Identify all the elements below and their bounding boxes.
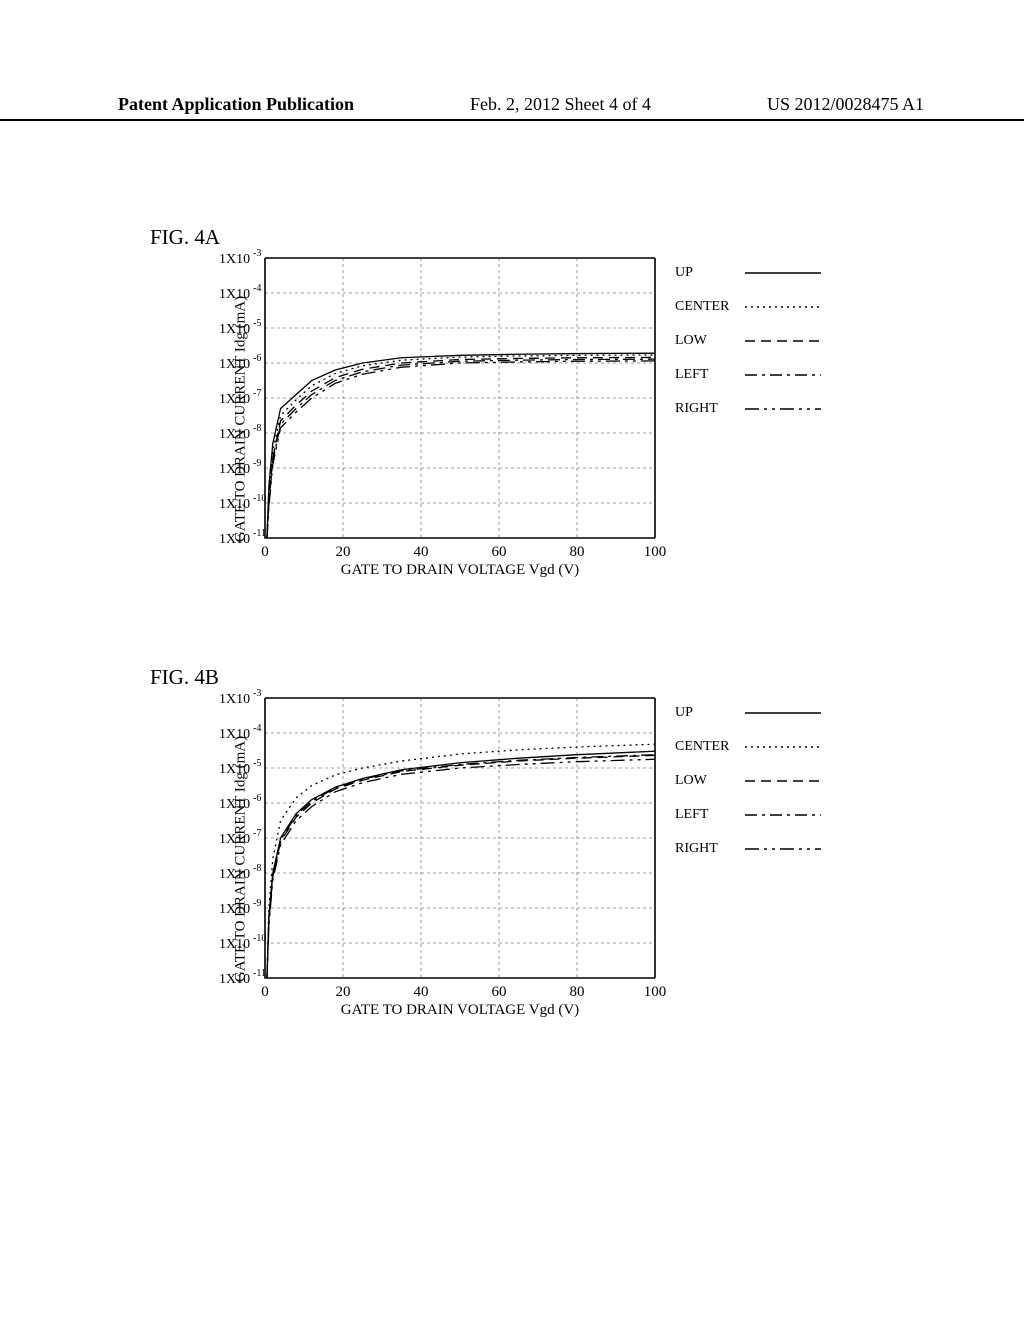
figure-4b-chart: GATE TO DRAIN CURRENT Idg (mA) 020406080… — [265, 698, 660, 1019]
svg-text:-5: -5 — [253, 758, 261, 769]
svg-text:-11: -11 — [253, 528, 266, 539]
svg-text:0: 0 — [261, 544, 269, 560]
legend-row: CENTER — [675, 738, 821, 756]
figure-4a-ylabel: GATE TO DRAIN CURRENT Idg (mA) — [233, 295, 250, 541]
legend-swatch — [745, 812, 821, 818]
legend-label: LEFT — [675, 367, 745, 383]
legend-row: RIGHT — [675, 400, 821, 418]
legend-label: RIGHT — [675, 401, 745, 417]
svg-text:80: 80 — [570, 544, 585, 560]
svg-text:1X10: 1X10 — [219, 252, 250, 267]
legend-swatch — [745, 846, 821, 852]
legend-row: RIGHT — [675, 840, 821, 858]
svg-text:-4: -4 — [253, 283, 261, 294]
svg-text:20: 20 — [336, 544, 351, 560]
legend-swatch — [745, 270, 821, 276]
svg-text:-6: -6 — [253, 353, 261, 364]
legend-label: LOW — [675, 773, 745, 789]
figure-4a-label: FIG. 4A — [150, 225, 660, 250]
legend-label: RIGHT — [675, 841, 745, 857]
page-header: Patent Application Publication Feb. 2, 2… — [0, 94, 1024, 121]
legend-label: UP — [675, 705, 745, 721]
svg-text:-8: -8 — [253, 863, 261, 874]
legend-swatch — [745, 744, 821, 750]
svg-text:60: 60 — [492, 544, 507, 560]
svg-text:0: 0 — [261, 984, 269, 1000]
svg-text:-7: -7 — [253, 828, 261, 839]
figure-4a-chart: GATE TO DRAIN CURRENT Idg (mA) 020406080… — [265, 258, 660, 579]
svg-text:100: 100 — [644, 544, 667, 560]
svg-text:-7: -7 — [253, 388, 261, 399]
legend-swatch — [745, 372, 821, 378]
figure-4b-xlabel: GATE TO DRAIN VOLTAGE Vgd (V) — [265, 1002, 655, 1019]
svg-text:100: 100 — [644, 984, 667, 1000]
legend-label: LOW — [675, 333, 745, 349]
svg-text:-3: -3 — [253, 248, 261, 259]
figure-4a-xlabel: GATE TO DRAIN VOLTAGE Vgd (V) — [265, 562, 655, 579]
svg-text:-6: -6 — [253, 793, 261, 804]
svg-text:-9: -9 — [253, 458, 261, 469]
svg-text:-10: -10 — [253, 493, 266, 504]
header-left: Patent Application Publication — [118, 94, 354, 115]
legend-swatch — [745, 304, 821, 310]
figure-4a-legend: UP CENTER LOW LEFT RIGHT — [675, 264, 821, 434]
figure-4b-ylabel: GATE TO DRAIN CURRENT Idg (mA) — [233, 735, 250, 981]
legend-label: CENTER — [675, 739, 745, 755]
legend-row: LEFT — [675, 366, 821, 384]
svg-text:60: 60 — [492, 984, 507, 1000]
legend-row: LOW — [675, 772, 821, 790]
header-right: US 2012/0028475 A1 — [767, 94, 924, 115]
figure-4b: FIG. 4B GATE TO DRAIN CURRENT Idg (mA) 0… — [150, 665, 660, 1019]
legend-row: LEFT — [675, 806, 821, 824]
figure-4a-svg: 0204060801001X10-31X10-41X10-51X10-61X10… — [265, 258, 660, 560]
page: Patent Application Publication Feb. 2, 2… — [0, 0, 1024, 1320]
svg-text:-11: -11 — [253, 968, 266, 979]
header-center: Feb. 2, 2012 Sheet 4 of 4 — [470, 94, 651, 115]
legend-row: CENTER — [675, 298, 821, 316]
legend-swatch — [745, 710, 821, 716]
legend-label: LEFT — [675, 807, 745, 823]
figure-4b-legend: UP CENTER LOW LEFT RIGHT — [675, 704, 821, 874]
svg-text:-8: -8 — [253, 423, 261, 434]
legend-row: LOW — [675, 332, 821, 350]
svg-text:80: 80 — [570, 984, 585, 1000]
legend-swatch — [745, 406, 821, 412]
legend-label: UP — [675, 265, 745, 281]
legend-label: CENTER — [675, 299, 745, 315]
svg-text:40: 40 — [414, 984, 429, 1000]
svg-text:-4: -4 — [253, 723, 261, 734]
svg-text:-10: -10 — [253, 933, 266, 944]
figure-4b-label: FIG. 4B — [150, 665, 660, 690]
legend-row: UP — [675, 264, 821, 282]
legend-row: UP — [675, 704, 821, 722]
svg-text:-3: -3 — [253, 688, 261, 699]
legend-swatch — [745, 338, 821, 344]
legend-swatch — [745, 778, 821, 784]
figure-4b-svg: 0204060801001X10-31X10-41X10-51X10-61X10… — [265, 698, 660, 1000]
svg-text:20: 20 — [336, 984, 351, 1000]
svg-text:1X10: 1X10 — [219, 692, 250, 707]
figure-4a: FIG. 4A GATE TO DRAIN CURRENT Idg (mA) 0… — [150, 225, 660, 579]
header-row: Patent Application Publication Feb. 2, 2… — [0, 94, 1024, 115]
svg-text:-9: -9 — [253, 898, 261, 909]
svg-text:40: 40 — [414, 544, 429, 560]
svg-text:-5: -5 — [253, 318, 261, 329]
